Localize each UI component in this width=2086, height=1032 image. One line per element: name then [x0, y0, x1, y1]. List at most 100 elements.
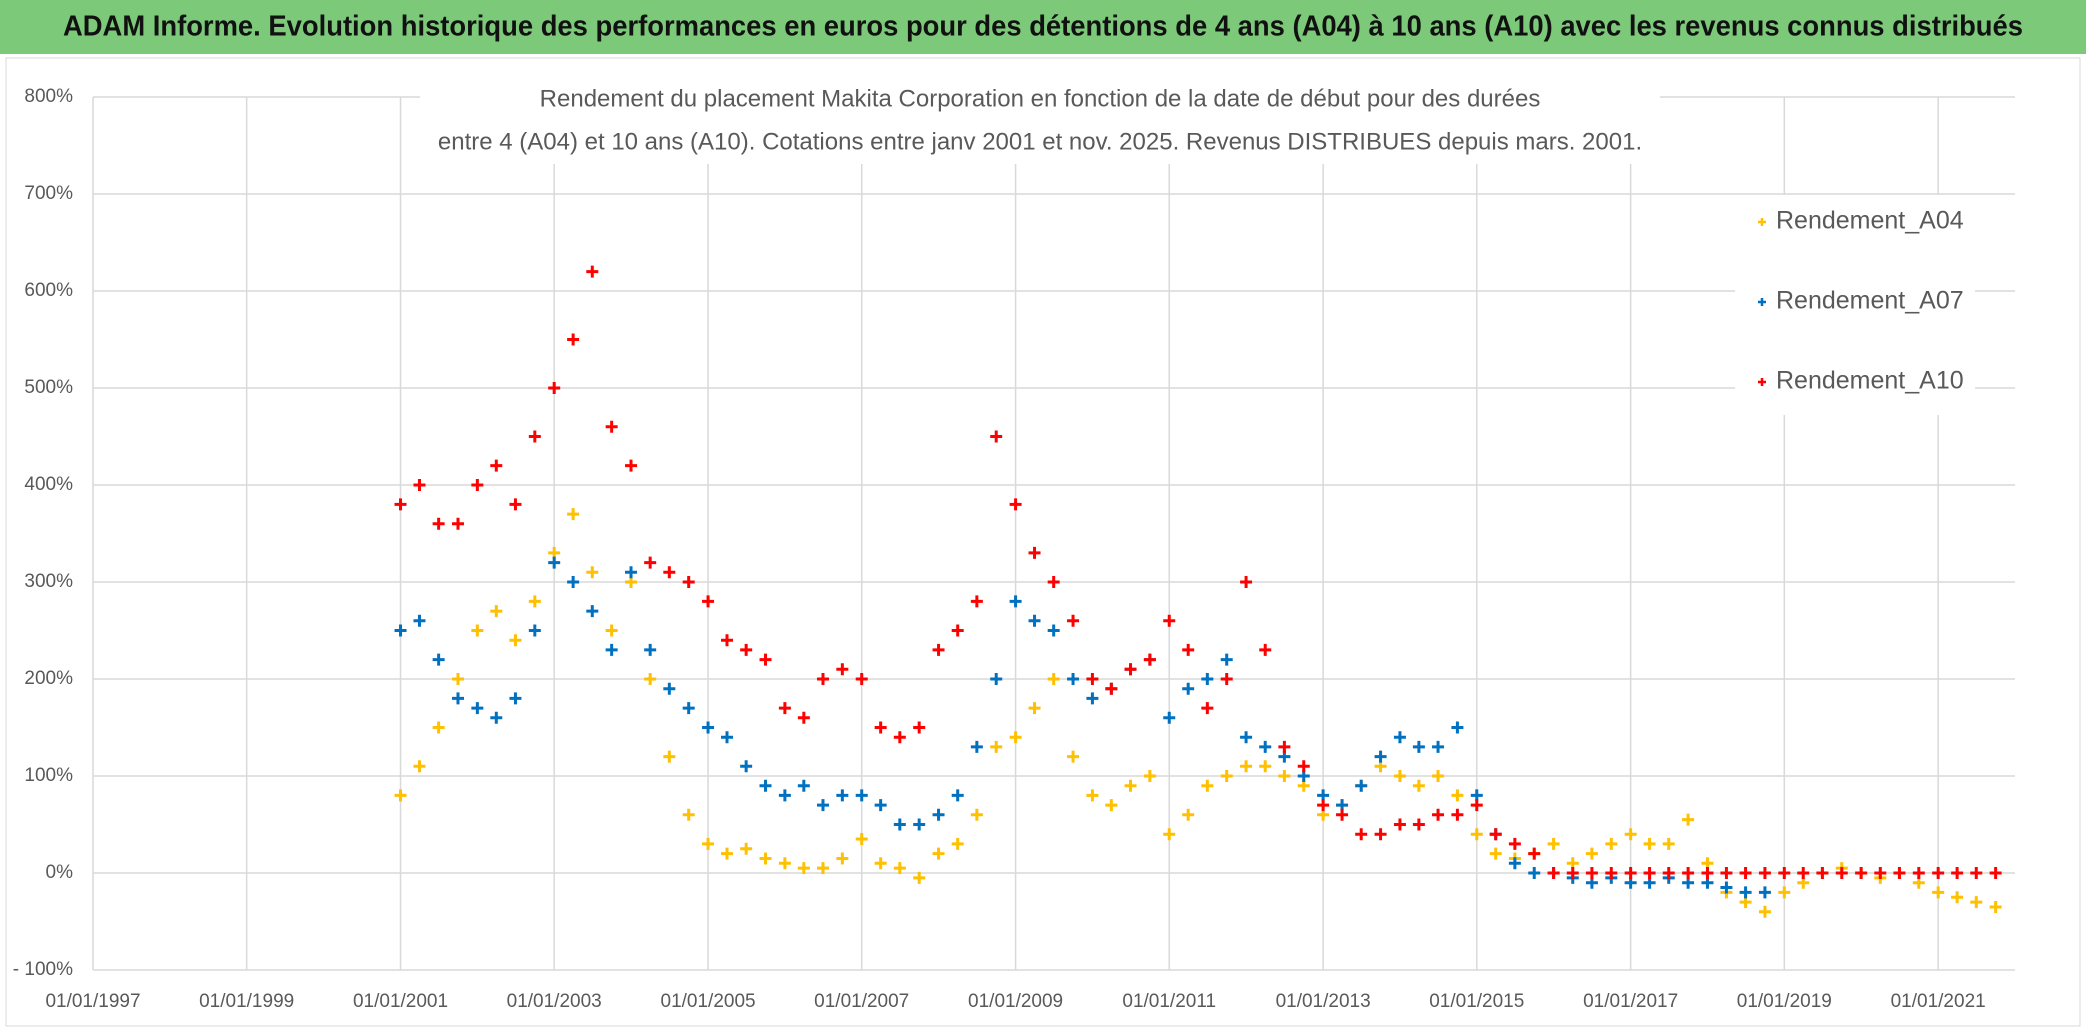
point	[1778, 867, 1791, 879]
point	[759, 852, 772, 865]
point	[1720, 881, 1733, 894]
point	[644, 673, 657, 685]
point	[1317, 799, 1330, 812]
point	[1682, 867, 1695, 879]
point	[1585, 867, 1598, 879]
point	[1528, 847, 1541, 860]
point	[625, 566, 638, 579]
point	[721, 847, 734, 860]
point	[1624, 867, 1637, 879]
point	[1201, 673, 1214, 685]
point	[605, 624, 618, 637]
point	[471, 702, 484, 715]
point	[970, 740, 983, 753]
point	[1605, 867, 1618, 879]
chart-title: entre 4 (A04) et 10 ans (A10). Cotations…	[438, 128, 1642, 155]
point	[1028, 614, 1041, 627]
point	[1163, 614, 1176, 627]
legend-label: Rendement_A07	[1776, 287, 1964, 315]
point	[471, 624, 484, 637]
point	[1432, 740, 1445, 753]
point	[759, 779, 772, 792]
point	[932, 643, 945, 656]
point	[1182, 682, 1195, 695]
point	[1297, 760, 1310, 773]
point	[970, 595, 983, 608]
point	[990, 740, 1003, 753]
point	[816, 862, 829, 875]
point	[1758, 886, 1771, 899]
y-tick-label: 600%	[24, 280, 73, 301]
point	[990, 430, 1003, 443]
point	[913, 721, 926, 734]
point	[1585, 847, 1598, 860]
point	[1720, 867, 1733, 879]
point	[1143, 770, 1156, 782]
point	[1547, 867, 1560, 879]
point	[1893, 867, 1906, 879]
point	[1047, 624, 1060, 637]
y-tick-label: 500%	[24, 377, 73, 398]
point	[1009, 731, 1022, 744]
point	[1412, 818, 1425, 831]
point	[1432, 770, 1445, 782]
point	[1816, 867, 1829, 879]
title-bg	[420, 82, 1660, 164]
point	[1259, 760, 1272, 773]
point	[1855, 867, 1868, 879]
point	[1182, 808, 1195, 821]
point	[1566, 867, 1579, 879]
point	[490, 459, 503, 472]
point	[1778, 886, 1791, 899]
legend-bg	[1735, 195, 1975, 415]
y-tick-label: 0%	[46, 862, 74, 883]
point	[932, 847, 945, 860]
point	[1163, 711, 1176, 724]
point	[1932, 886, 1945, 899]
x-tick-label: 01/01/2011	[1122, 991, 1216, 1012]
point	[528, 624, 541, 637]
point	[1393, 770, 1406, 782]
point	[893, 862, 906, 875]
point	[1086, 673, 1099, 685]
point	[1393, 818, 1406, 831]
point	[394, 624, 407, 637]
y-tick-label: 300%	[24, 571, 73, 592]
point	[1067, 614, 1080, 627]
point	[740, 760, 753, 773]
point	[1393, 731, 1406, 744]
x-tick-label: 01/01/2013	[1276, 991, 1371, 1012]
x-tick-label: 01/01/1999	[199, 991, 294, 1012]
x-tick-label: 01/01/2005	[661, 991, 756, 1012]
point	[1605, 837, 1618, 850]
point	[797, 862, 810, 875]
point	[586, 265, 599, 278]
point	[1086, 789, 1099, 802]
legend-marker	[1758, 298, 1766, 306]
point	[1240, 760, 1253, 773]
point	[682, 576, 695, 588]
point	[836, 852, 849, 865]
point	[663, 566, 676, 579]
point	[605, 420, 618, 433]
plot: - 100% 0% 100% 200% 300% 400% 500% 600% 700% 800%…	[13, 86, 2015, 1012]
point	[1451, 808, 1464, 821]
point	[1201, 779, 1214, 792]
point	[1970, 867, 1983, 879]
point	[1067, 673, 1080, 685]
point	[1758, 905, 1771, 918]
y-tick-label: 400%	[24, 474, 73, 495]
point	[663, 682, 676, 695]
point	[605, 643, 618, 656]
point	[682, 702, 695, 715]
point	[432, 653, 445, 666]
point	[1951, 867, 1964, 879]
point	[816, 799, 829, 812]
y-tick-label: 800%	[24, 86, 73, 107]
point	[721, 634, 734, 647]
point	[413, 614, 426, 627]
point	[1701, 867, 1714, 879]
point	[740, 842, 753, 855]
point	[1451, 789, 1464, 802]
point	[1624, 828, 1637, 841]
